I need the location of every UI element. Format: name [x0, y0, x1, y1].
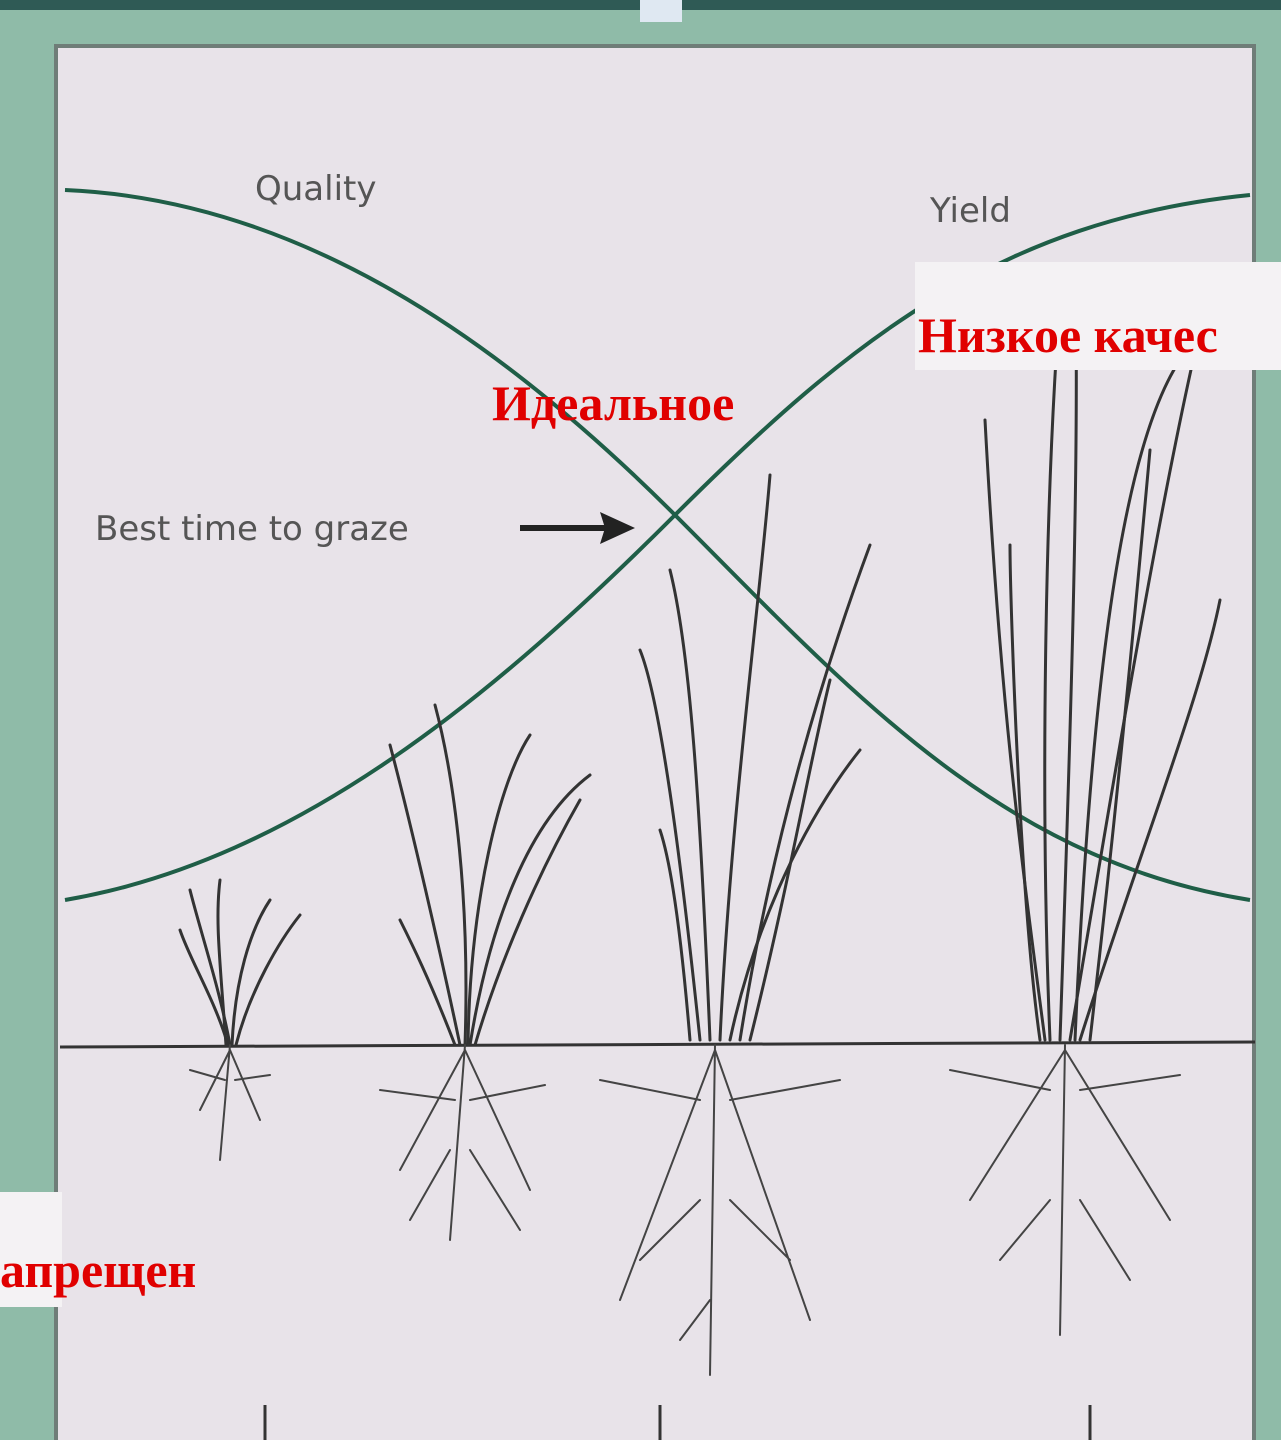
ideal-label: Идеальное: [492, 375, 734, 431]
ground-line: [59, 1040, 1256, 1049]
best-time-label: Best time to graze: [95, 509, 409, 549]
yield-curve: [64, 193, 1251, 902]
top-marker: [640, 0, 682, 22]
roots: [189, 1044, 1181, 1376]
panel: [54, 44, 1256, 1440]
arrow-head: [600, 512, 635, 544]
low-quality-label: Низкое качес: [918, 307, 1218, 363]
yield-label: Yield: [929, 191, 1011, 231]
plants: [178, 263, 1222, 1047]
label-box-left: [0, 1192, 62, 1307]
stage-ticks: [263, 1405, 1092, 1440]
quality-label: Quality: [255, 169, 377, 209]
label-box-right: [915, 262, 1281, 370]
forbidden-label: апрещен: [0, 1242, 196, 1298]
